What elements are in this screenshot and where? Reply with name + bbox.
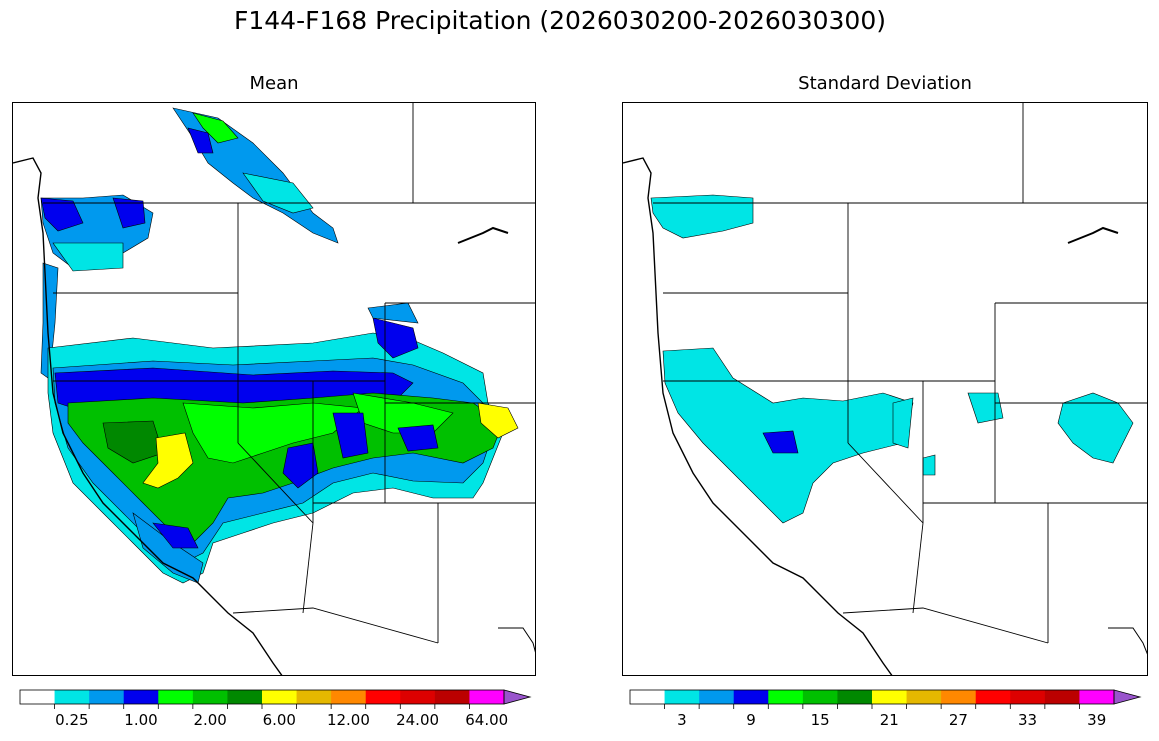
mean-region-puget-blue2 xyxy=(112,197,146,229)
colorbar-segment xyxy=(365,690,401,704)
colorbar-segment xyxy=(872,690,908,704)
colorbar-segment xyxy=(802,690,838,704)
colorbar-segment xyxy=(630,690,666,704)
mean-region-socal-blue xyxy=(152,522,199,549)
colorbar-tick-label: 12.00 xyxy=(326,711,370,729)
colorbar-tick-label: 0.25 xyxy=(55,711,89,729)
colorbar-segment xyxy=(1079,690,1115,704)
stddev-region-east-cyan xyxy=(1057,392,1134,464)
colorbar-tick-label: 9 xyxy=(746,711,756,729)
colorbar-tick-label: 24.00 xyxy=(396,711,440,729)
mean-region-main-band-blue2 xyxy=(282,442,319,489)
mean-state-borders xyxy=(43,103,535,644)
mean-region-north-blue xyxy=(187,127,214,154)
colorbar-segment xyxy=(123,690,159,704)
colorbar-tick-label: 2.00 xyxy=(193,711,227,729)
colorbar-segment xyxy=(89,690,125,704)
mean-region-north-green xyxy=(192,112,239,144)
colorbar-segment xyxy=(434,690,470,704)
stddev-state-borders xyxy=(653,103,1147,644)
colorbar-segment xyxy=(400,690,436,704)
colorbar-tick-label: 1.00 xyxy=(124,711,158,729)
colorbar-segment xyxy=(975,690,1011,704)
mean-region-yellow-colorado xyxy=(477,402,519,439)
mean-region-yellow-sierra xyxy=(142,432,194,489)
colorbar-segment xyxy=(331,690,367,704)
colorbar-segment xyxy=(906,690,942,704)
mean-coastline xyxy=(13,157,283,675)
mean-region-wyoming-blue xyxy=(372,317,419,359)
stddev-region-main-blue xyxy=(762,430,799,454)
colorbar-segment xyxy=(262,690,298,704)
mean-map-canvas xyxy=(13,103,535,675)
colorbar-segment xyxy=(296,690,332,704)
colorbar-segment xyxy=(699,690,735,704)
colorbar-tick-label: 33 xyxy=(1018,711,1038,729)
colorbar-extend-arrow xyxy=(1113,689,1142,705)
colorbar-segment xyxy=(837,690,873,704)
stddev-region-small-cyan xyxy=(922,454,936,476)
stddev-colorbar xyxy=(629,689,1142,709)
mean-mexico-outline xyxy=(498,627,535,653)
mean-region-wyoming-lightblue xyxy=(367,302,419,324)
stddev-lake-michigan-shape xyxy=(1067,226,1119,244)
colorbar-tick-label: 21 xyxy=(879,711,899,729)
colorbar-segment xyxy=(54,690,90,704)
stddev-map[interactable] xyxy=(622,102,1148,676)
colorbar-segment xyxy=(1010,690,1046,704)
colorbar-extend-arrow xyxy=(503,689,532,705)
stddev-colorbar-svg xyxy=(629,689,1142,709)
colorbar-segment xyxy=(768,690,804,704)
stddev-region-mid-cyan xyxy=(967,392,1004,424)
mean-colorbar-svg xyxy=(19,689,532,709)
colorbar-segment xyxy=(664,690,700,704)
figure-title: F144-F168 Precipitation (2026030200-2026… xyxy=(233,6,886,35)
mean-map[interactable] xyxy=(12,102,536,676)
mean-region-main-band-lime xyxy=(182,402,364,464)
colorbar-segment xyxy=(469,690,505,704)
colorbar-tick-label: 27 xyxy=(948,711,968,729)
stddev-panel-title: Standard Deviation xyxy=(798,73,972,94)
mean-region-main-band-darkgreen xyxy=(102,420,164,464)
colorbar-tick-label: 15 xyxy=(810,711,830,729)
mean-region-main-band-blue3 xyxy=(332,412,369,459)
colorbar-segment xyxy=(1044,690,1080,704)
colorbar-segment xyxy=(192,690,228,704)
mean-region-puget-blue xyxy=(40,197,84,232)
colorbar-segment xyxy=(733,690,769,704)
mean-panel-title: Mean xyxy=(249,73,299,94)
stddev-region-puget-cyan xyxy=(650,194,754,239)
colorbar-tick-label: 6.00 xyxy=(262,711,296,729)
colorbar-segment xyxy=(941,690,977,704)
stddev-map-canvas xyxy=(623,103,1147,675)
colorbar-tick-label: 64.00 xyxy=(465,711,509,729)
mean-colorbar xyxy=(19,689,532,709)
stddev-region-narrow-cyan xyxy=(892,397,914,449)
stddev-coastline xyxy=(623,157,893,675)
mean-lake-michigan-shape xyxy=(457,226,509,244)
colorbar-tick-label: 39 xyxy=(1087,711,1107,729)
colorbar-segment xyxy=(227,690,263,704)
mean-region-main-band-blue4 xyxy=(397,424,439,452)
colorbar-segment xyxy=(20,690,56,704)
stddev-mexico-outline xyxy=(1108,627,1147,655)
colorbar-segment xyxy=(158,690,194,704)
colorbar-tick-label: 3 xyxy=(677,711,687,729)
mean-region-puget-cyan xyxy=(52,242,124,272)
